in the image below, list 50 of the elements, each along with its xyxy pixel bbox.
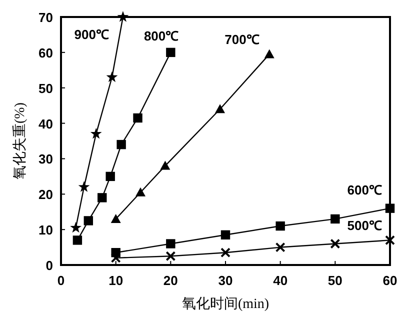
series-label: 700℃ bbox=[224, 32, 260, 48]
point bbox=[166, 251, 176, 262]
point bbox=[110, 252, 121, 263]
point bbox=[70, 222, 82, 233]
point bbox=[276, 221, 285, 231]
y-tick-label: 40 bbox=[38, 116, 53, 132]
x-tick-label: 50 bbox=[328, 273, 342, 288]
y-tick-label: 0 bbox=[46, 258, 53, 273]
point bbox=[385, 235, 395, 246]
series-label: 800℃ bbox=[144, 28, 179, 44]
y-axis-title: 氧化失重(%) bbox=[12, 102, 28, 180]
point bbox=[90, 128, 102, 139]
y-tick-label: 70 bbox=[38, 10, 53, 25]
y-tick-label: 30 bbox=[38, 152, 53, 167]
point bbox=[166, 48, 176, 58]
y-tick-label: 20 bbox=[38, 187, 53, 202]
x-tick-label: 40 bbox=[273, 273, 288, 288]
point bbox=[78, 181, 90, 192]
x-tick-label: 60 bbox=[382, 273, 398, 288]
series-label: 600℃ bbox=[347, 182, 382, 198]
y-tick-label: 10 bbox=[38, 222, 53, 238]
x-axis-title: 氧化时间(min) bbox=[182, 296, 270, 312]
point bbox=[106, 172, 115, 182]
x-tick-label: 20 bbox=[163, 273, 178, 288]
point bbox=[160, 160, 170, 170]
point bbox=[116, 140, 126, 150]
y-tick-label: 50 bbox=[38, 80, 53, 96]
point bbox=[275, 242, 286, 252]
point bbox=[98, 193, 107, 202]
point bbox=[133, 113, 142, 123]
point bbox=[330, 214, 340, 224]
point bbox=[330, 238, 340, 249]
point bbox=[72, 236, 82, 245]
point bbox=[106, 71, 118, 82]
x-tick-label: 30 bbox=[218, 273, 233, 288]
y-tick-label: 60 bbox=[38, 45, 53, 60]
point bbox=[215, 104, 226, 114]
point bbox=[84, 216, 94, 226]
point bbox=[385, 204, 395, 213]
point bbox=[220, 230, 230, 240]
point bbox=[166, 239, 176, 248]
point bbox=[220, 248, 230, 258]
point bbox=[110, 214, 121, 223]
point bbox=[117, 11, 129, 22]
series-label: 900℃ bbox=[74, 27, 109, 42]
series-label: 500℃ bbox=[347, 218, 382, 234]
point bbox=[264, 49, 274, 58]
x-tick-label: 10 bbox=[108, 273, 124, 288]
x-tick-label: 0 bbox=[57, 273, 65, 288]
point bbox=[136, 187, 146, 196]
